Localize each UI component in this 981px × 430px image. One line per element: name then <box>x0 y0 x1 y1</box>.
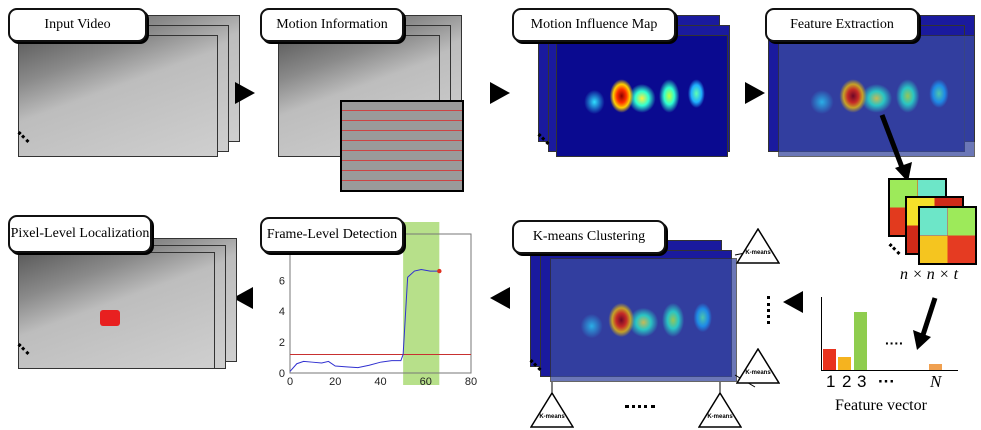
horizontal-dots <box>625 405 655 408</box>
feature-heatmap-grid <box>778 35 975 157</box>
feature-bar-2 <box>838 357 851 370</box>
arrow-right-icon <box>745 82 765 104</box>
bar-label-2: 2 <box>842 372 852 391</box>
label-feature-extraction: Feature Extraction <box>765 8 919 42</box>
feature-bar-3 <box>854 312 867 370</box>
y-tick-label: 0 <box>279 368 285 380</box>
x-tick-label: 0 <box>287 376 293 385</box>
y-tick-label: 6 <box>279 275 285 287</box>
video-frame-front <box>18 35 218 157</box>
feature-cube-stack <box>888 178 981 268</box>
vertical-dots <box>767 296 770 324</box>
score-endpoint <box>437 268 442 274</box>
score-line <box>289 269 440 372</box>
bar-label-ellipsis: ··· <box>878 372 895 391</box>
label-kmeans-clustering: K-means Clustering <box>512 220 666 254</box>
bar-label-1: 1 <box>826 372 836 391</box>
x-tick-label: 80 <box>465 376 477 385</box>
label-frame-level-detection: Frame-Level Detection <box>260 217 404 253</box>
arrow-left-icon <box>783 291 803 313</box>
bars-ellipsis: ···· <box>885 335 904 351</box>
x-tick-label: 40 <box>374 376 386 385</box>
motion-influence-heatmap <box>556 35 728 157</box>
feature-vector-label: Feature vector <box>835 397 927 414</box>
feature-bar-1 <box>823 348 836 370</box>
x-tick-label: 60 <box>420 376 432 385</box>
label-input-video: Input Video <box>8 8 147 42</box>
arrow-down-icon <box>879 114 912 182</box>
anomaly-highlight-band <box>403 222 440 385</box>
arrow-left-icon <box>233 287 253 309</box>
arrow-left-icon <box>490 287 510 309</box>
label-motion-influence-map: Motion Influence Map <box>512 8 676 42</box>
motion-zoom-patch <box>340 100 464 192</box>
x-tick-label: 20 <box>329 376 341 385</box>
feature-vector-axes <box>821 297 958 371</box>
frame-level-chart: 02040608002468 <box>279 222 477 385</box>
arrow-right-icon <box>490 82 510 104</box>
kmeans-heatmap <box>550 258 737 382</box>
y-tick-label: 4 <box>279 306 285 318</box>
label-motion-information: Motion Information <box>260 8 404 42</box>
plot-frame <box>289 233 472 374</box>
y-tick-label: 2 <box>279 337 285 349</box>
label-pixel-level-localization: Pixel-Level Localization <box>8 215 152 253</box>
anomaly-highlight <box>100 310 120 326</box>
feature-dims: n × n × t <box>900 266 959 283</box>
feature-bar-N <box>929 364 942 370</box>
bar-label-3: 3 <box>857 372 867 391</box>
arrow-right-icon <box>235 82 255 104</box>
arrow-down-left-icon <box>913 297 938 350</box>
bar-label-n: N <box>930 372 942 391</box>
